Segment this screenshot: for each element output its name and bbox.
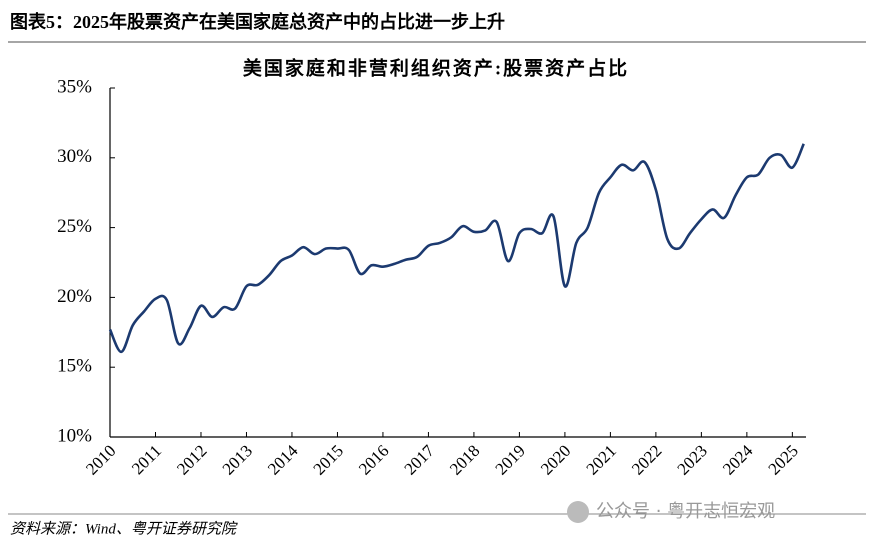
x-tick-label: 2011 bbox=[128, 441, 165, 478]
y-tick-label: 15% bbox=[57, 356, 92, 377]
data-line bbox=[108, 143, 805, 354]
y-tick-label: 20% bbox=[57, 286, 92, 307]
x-tick-label: 2013 bbox=[219, 441, 256, 478]
x-tick-label: 2016 bbox=[355, 441, 392, 478]
x-tick-label: 2017 bbox=[401, 441, 439, 479]
watermark: 公众号 · 粤开志恒宏观 bbox=[596, 501, 775, 522]
x-tick-label: 2018 bbox=[446, 441, 483, 478]
watermark-icon bbox=[567, 501, 589, 523]
x-tick-label: 2012 bbox=[173, 441, 210, 478]
y-tick-label: 25% bbox=[57, 216, 92, 237]
x-tick-label: 2022 bbox=[628, 441, 665, 478]
chart-title: 美国家庭和非营利组织资产:股票资产占比 bbox=[243, 56, 629, 79]
header-title: 图表5：2025年股票资产在美国家庭总资产中的占比进一步上升 bbox=[10, 11, 505, 32]
x-tick-label: 2010 bbox=[82, 441, 119, 478]
x-tick-label: 2023 bbox=[673, 441, 710, 478]
x-tick-label: 2014 bbox=[264, 441, 302, 479]
x-tick-label: 2020 bbox=[537, 441, 574, 478]
x-tick-label: 2025 bbox=[764, 441, 801, 478]
y-tick-label: 30% bbox=[57, 146, 92, 167]
source: 资料来源：Wind、粤开证券研究院 bbox=[10, 520, 238, 537]
x-tick-label: 2015 bbox=[310, 441, 347, 478]
x-tick-label: 2019 bbox=[492, 441, 529, 478]
y-tick-label: 10% bbox=[57, 425, 92, 446]
x-tick-label: 2021 bbox=[583, 441, 620, 478]
y-tick-label: 35% bbox=[57, 76, 92, 97]
x-tick-label: 2024 bbox=[719, 441, 757, 479]
